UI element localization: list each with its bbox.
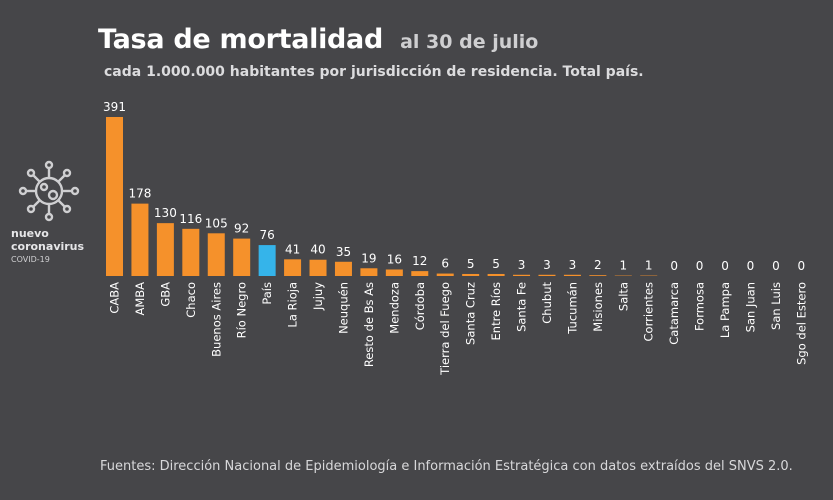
category-label: Salta [616,282,630,311]
value-label: 3 [569,258,577,272]
value-label: 76 [259,228,274,242]
value-label: 19 [361,251,376,265]
category-label: San Luis [769,282,783,330]
chart-date: al 30 de julio [400,31,539,53]
bar-chaco [182,228,200,276]
bar-neuqu-n [334,261,352,276]
category-label: Santa Fe [515,282,529,332]
category-label: Jujuy [311,282,325,311]
value-label: 0 [670,259,678,273]
category-label: Mendoza [387,282,401,334]
value-label: 391 [103,100,126,114]
bar-r-o-negro [233,238,251,276]
value-label: 0 [696,259,704,273]
logo-text: nuevo coronavirus COVID-19 [11,227,84,266]
category-label: Tierra del Fuego [438,282,452,376]
value-label: 116 [179,212,202,226]
value-label: 0 [721,259,729,273]
logo-line-3: COVID-19 [11,255,50,264]
category-label: País [260,282,274,305]
bar-jujuy [309,259,327,276]
bar-la-rioja [284,259,302,276]
value-label: 130 [154,206,177,220]
value-label: 3 [518,258,526,272]
value-label: 92 [234,222,249,236]
bar-tucum-n [563,274,581,276]
logo-line-1: nuevo [11,227,49,240]
value-label: 5 [467,257,475,271]
bar-c-rdoba [411,271,429,276]
category-label: Sgo del Estero [794,282,808,365]
value-label: 0 [798,259,806,273]
bar-mendoza [385,269,403,276]
value-label: 41 [285,242,300,256]
value-label: 0 [772,259,780,273]
category-label: Río Negro [235,282,249,338]
category-label: Resto de Bs As [362,282,376,367]
category-label: Misiones [591,282,605,332]
bar-santa-cruz [462,273,480,276]
category-label: La Rioja [286,282,300,328]
category-label: Chubut [540,282,554,324]
bar-entre-r-os [487,273,505,276]
category-label: Catamarca [667,282,681,345]
category-label: San Juan [744,282,758,332]
value-label: 1 [619,259,627,273]
chart-subtitle: cada 1.000.000 habitantes por jurisdicci… [104,64,644,80]
category-label: Santa Cruz [464,282,478,345]
value-label: 3 [543,258,551,272]
bar-amba [131,203,149,276]
category-label: Entre Ríos [489,282,503,340]
category-label: AMBA [133,282,147,316]
bar-santa-fe [513,274,531,276]
value-label: 40 [310,243,325,257]
bar-tierra-del-fuego [436,273,454,276]
bar-caba [106,117,123,276]
value-label: 0 [747,259,755,273]
category-label: Corrientes [642,282,656,341]
value-label: 2 [594,258,602,272]
bar-misiones [589,275,607,276]
category-label: GBA [158,282,172,307]
value-label: 5 [492,257,500,271]
bar-chubut [538,274,556,276]
value-label: 1 [645,259,653,273]
value-label: 6 [441,257,449,271]
value-label: 105 [205,216,228,230]
category-label: CABA [108,282,122,314]
value-label: 35 [336,245,351,259]
chart-title: Tasa de mortalidad [98,24,383,55]
category-label: Formosa [693,282,707,331]
category-label: Chaco [184,282,198,318]
category-label: Neuquén [336,282,350,334]
value-label: 178 [128,187,151,201]
category-label: Buenos Aires [209,282,223,357]
source-note: Fuentes: Dirección Nacional de Epidemiol… [100,459,793,474]
bar-buenos-aires [207,233,225,276]
chart-title-row: Tasa de mortalidad al 30 de julio [98,24,538,55]
bar-gba [156,223,174,276]
bar-pa-s [258,245,276,276]
category-label: Tucumán [565,282,579,335]
logo-line-2: coronavirus [11,240,85,253]
value-label: 12 [412,254,427,268]
category-label: La Pampa [718,282,732,338]
bar-resto-de-bs-as [360,268,378,276]
virus-icon [18,160,80,222]
category-label: Córdoba [413,282,427,330]
value-label: 16 [387,252,402,266]
